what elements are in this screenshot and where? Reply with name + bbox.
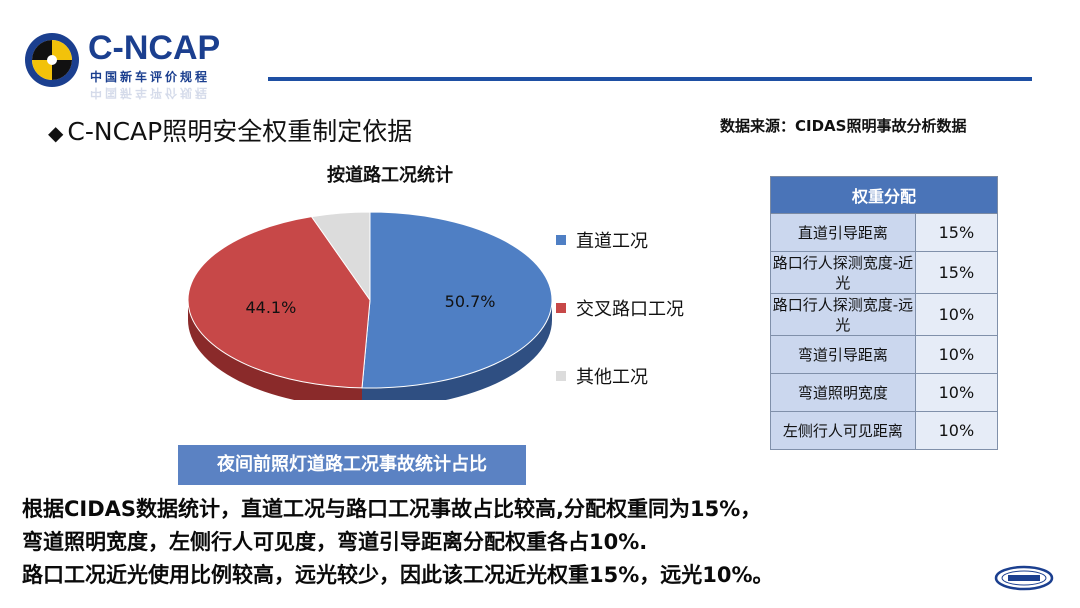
table-row: 弯道照明宽度 10% (770, 373, 999, 412)
summary-line-2: 弯道照明宽度，左侧行人可见度，弯道引导距离分配权重各占10%. (22, 530, 648, 554)
weight-name: 直道引导距离 (770, 213, 916, 252)
table-row: 路口行人探测宽度-近光 15% (770, 251, 999, 294)
table-row: 直道引导距离 15% (770, 213, 999, 252)
pie-slice-1 (361, 211, 553, 389)
legend-label: 其他工况 (576, 367, 648, 388)
brand-name: C-NCAP (88, 29, 221, 67)
legend-swatch (556, 303, 566, 313)
legend-label: 交叉路口工况 (576, 299, 684, 320)
weight-value: 10% (914, 411, 999, 450)
page-title-text: C-NCAP照明安全权重制定依据 (67, 117, 413, 146)
weight-name: 路口行人探测宽度-远光 (770, 293, 916, 336)
weight-value: 10% (914, 293, 999, 336)
weight-name: 弯道照明宽度 (770, 373, 916, 412)
weight-name: 左侧行人可见距离 (770, 411, 916, 450)
pie-slice-side (361, 300, 552, 400)
page-title: ◆ C-NCAP照明安全权重制定依据 (48, 116, 412, 149)
weight-table-header: 权重分配 (770, 176, 998, 214)
table-row: 路口行人探测宽度-远光 10% (770, 293, 999, 336)
header-rule (268, 77, 1032, 81)
table-row: 左侧行人可见距离 10% (770, 411, 999, 450)
pie-slice-side (188, 300, 362, 400)
summary-line-1: 根据CIDAS数据统计，直道工况与路口工况事故占比较高,分配权重同为15%， (22, 497, 762, 521)
brand-subtitle: 中国新车评价规程 (90, 70, 211, 84)
pie-slice-2 (187, 216, 371, 389)
summary-line-3: 路口工况近光使用比例较高，远光较少，因此该工况近光权重15%，远光10%。 (22, 563, 774, 587)
legend-swatch (556, 371, 566, 381)
weight-name: 路口行人探测宽度-近光 (770, 251, 916, 294)
weight-value: 10% (914, 373, 999, 412)
brand-subtitle-reflection: 中国新车评价规程 (90, 86, 211, 100)
data-source: 数据来源：CIDAS照明事故分析数据 (720, 117, 967, 135)
pie-data-label: 44.1% (245, 298, 296, 317)
pie-slice-3 (310, 211, 371, 302)
pie-data-label: 50.7% (445, 292, 496, 311)
weight-table: 权重分配 直道引导距离 15% 路口行人探测宽度-近光 15% 路口行人探测宽度… (770, 176, 999, 450)
chart-caption: 夜间前照灯道路工况事故统计占比 (178, 445, 526, 485)
cncap-logo-icon (25, 33, 79, 87)
chart-title: 按道路工况统计 (327, 165, 453, 186)
table-row: 弯道引导距离 10% (770, 335, 999, 374)
legend-item-intersection: 交叉路口工况 (556, 296, 684, 320)
weight-value: 10% (914, 335, 999, 374)
weight-value: 15% (914, 251, 999, 294)
weight-name: 弯道引导距离 (770, 335, 916, 374)
catarc-logo-icon (994, 565, 1054, 591)
pie-chart: 50.7% 44.1% (187, 211, 553, 400)
bullet-icon: ◆ (48, 121, 64, 145)
legend-label: 直道工况 (576, 231, 648, 252)
legend-item-other: 其他工况 (556, 364, 648, 388)
weight-value: 15% (914, 213, 999, 252)
legend-swatch (556, 235, 566, 245)
legend-item-straight: 直道工况 (556, 228, 648, 252)
